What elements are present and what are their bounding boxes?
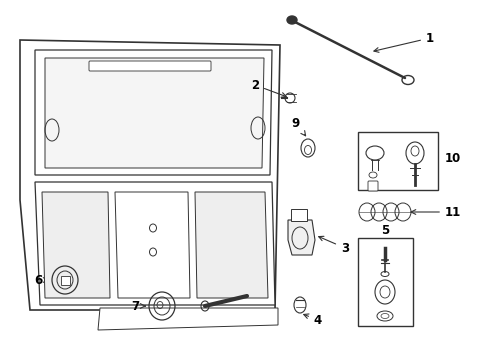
Text: 6: 6 <box>34 274 48 287</box>
FancyBboxPatch shape <box>61 275 69 284</box>
Text: 1: 1 <box>373 32 433 52</box>
Polygon shape <box>42 192 110 298</box>
FancyBboxPatch shape <box>290 209 306 221</box>
Text: 11: 11 <box>410 206 460 219</box>
Polygon shape <box>115 192 190 298</box>
Text: 5: 5 <box>380 224 388 237</box>
FancyBboxPatch shape <box>89 61 210 71</box>
Text: 8: 8 <box>205 270 223 297</box>
Polygon shape <box>98 308 278 330</box>
Polygon shape <box>45 58 264 168</box>
Polygon shape <box>35 50 271 175</box>
Polygon shape <box>195 192 267 298</box>
Text: 4: 4 <box>303 314 322 327</box>
Polygon shape <box>20 40 280 310</box>
Ellipse shape <box>286 16 296 24</box>
Text: 3: 3 <box>318 236 348 255</box>
FancyBboxPatch shape <box>357 132 437 190</box>
FancyBboxPatch shape <box>367 181 377 191</box>
Text: 2: 2 <box>250 78 285 97</box>
Text: 10: 10 <box>444 152 460 165</box>
FancyBboxPatch shape <box>357 238 412 326</box>
Text: 7: 7 <box>131 300 145 312</box>
Polygon shape <box>35 182 274 305</box>
Text: 9: 9 <box>291 117 305 136</box>
Polygon shape <box>287 220 314 255</box>
